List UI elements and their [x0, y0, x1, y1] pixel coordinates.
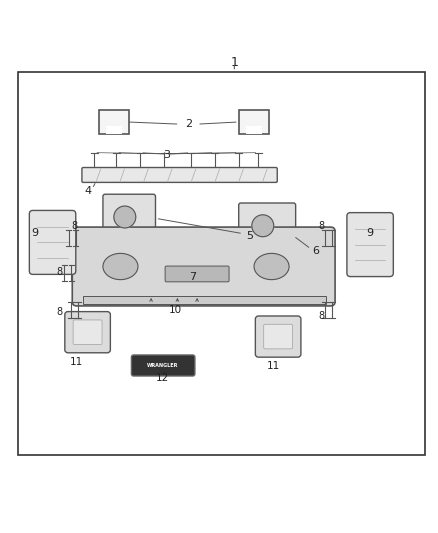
Text: 5: 5 — [246, 231, 253, 241]
FancyBboxPatch shape — [165, 266, 229, 282]
Text: 9: 9 — [32, 228, 39, 238]
FancyBboxPatch shape — [255, 316, 301, 357]
Text: 8: 8 — [319, 221, 325, 231]
Text: 8: 8 — [318, 311, 324, 320]
Text: 12: 12 — [155, 373, 169, 383]
Text: 3: 3 — [163, 150, 170, 160]
Text: 4: 4 — [84, 186, 91, 196]
FancyBboxPatch shape — [103, 194, 155, 240]
FancyBboxPatch shape — [347, 213, 393, 277]
Circle shape — [252, 215, 274, 237]
Text: 9: 9 — [367, 228, 374, 238]
Text: 8: 8 — [56, 308, 62, 318]
Text: 7: 7 — [189, 272, 196, 282]
FancyBboxPatch shape — [264, 324, 293, 349]
FancyBboxPatch shape — [73, 320, 102, 344]
FancyBboxPatch shape — [99, 110, 129, 134]
FancyBboxPatch shape — [246, 126, 262, 134]
Text: 8: 8 — [71, 221, 78, 231]
FancyBboxPatch shape — [239, 203, 296, 249]
Text: 11: 11 — [70, 357, 83, 367]
FancyBboxPatch shape — [82, 167, 277, 182]
FancyBboxPatch shape — [239, 110, 269, 134]
FancyBboxPatch shape — [72, 227, 335, 306]
Text: 8: 8 — [56, 266, 62, 277]
FancyBboxPatch shape — [29, 211, 76, 274]
FancyBboxPatch shape — [131, 355, 195, 376]
Ellipse shape — [254, 253, 289, 280]
FancyBboxPatch shape — [106, 126, 121, 134]
Ellipse shape — [103, 253, 138, 280]
Text: 6: 6 — [312, 246, 319, 256]
Text: 10: 10 — [169, 305, 182, 316]
Text: 11: 11 — [267, 361, 280, 372]
Text: 1: 1 — [230, 56, 238, 69]
Text: WRANGLER: WRANGLER — [147, 363, 179, 368]
FancyBboxPatch shape — [18, 71, 425, 455]
FancyBboxPatch shape — [83, 296, 326, 304]
Text: 2: 2 — [185, 119, 192, 129]
Circle shape — [114, 206, 136, 228]
FancyBboxPatch shape — [65, 312, 110, 353]
